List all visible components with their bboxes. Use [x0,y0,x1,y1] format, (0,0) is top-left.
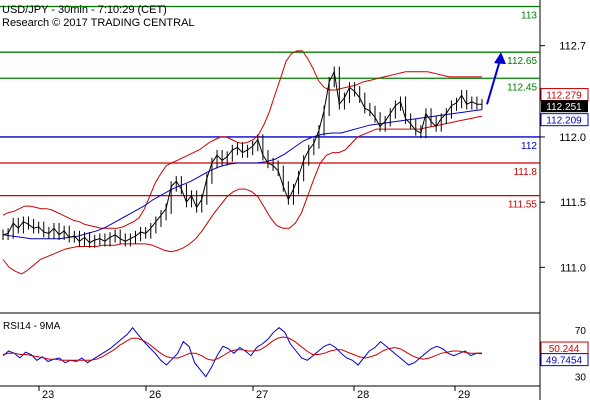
level-label-2: 112.45 [507,82,537,93]
y-tick-label-2: 112.0 [559,132,586,144]
price-series [2,66,483,248]
chart-subtitle: Research © 2017 TRADING CENTRAL [2,17,195,29]
tag-box-1 [541,100,588,113]
level-label-5: 111.55 [508,200,538,211]
level-label-4: 111.8 [513,167,537,178]
rsi-tag-label-1: 49.7454 [546,356,583,367]
ma-line [2,109,483,240]
plot-frame [0,0,541,400]
rsi-tag-label-0: 50.244 [549,344,580,355]
y-tick-label-1: 111.5 [560,197,586,209]
rsi-tag-box-1 [540,353,589,367]
forecast-arrow [486,52,506,105]
rsi-line [2,326,483,378]
x-tick-label-2: 27 [256,389,268,400]
tag-box-2 [540,113,589,127]
x-tick-label-0: 23 [42,389,54,400]
level-label-3: 112 [521,141,537,152]
level-label-1: 112.65 [507,56,537,67]
forecast-arrow-shaft [486,59,501,105]
y-tick-label-3: 112.7 [559,41,586,53]
x-tick-label-1: 26 [149,389,161,400]
bollinger-lower [2,115,483,275]
tag-label-2: 112.209 [546,116,582,127]
tag-label-1: 112.251 [546,102,582,113]
rsi-ma-line [2,336,483,361]
forecast-arrow-head [494,52,506,65]
chart-title: USD/JPY - 30min - 7:10:29 (CET) [2,4,167,16]
axes: 111.0 111.5 112.0 112.7 23 26 27 28 29 [38,41,586,400]
rsi-y-tick-1: 70 [575,326,587,337]
rsi-y-tick-0: 30 [575,373,587,384]
x-tick-label-4: 29 [458,389,470,400]
bollinger-upper [2,50,482,229]
y-tick-label-0: 111.0 [560,262,586,274]
key-levels: 113 112.65 112.45 112 111.8 111.55 [0,5,540,211]
rsi-title: RSI14 - 9MA [3,321,61,332]
level-label-0: 113 [521,11,537,22]
x-tick-label-3: 28 [357,389,369,400]
price-line [2,70,483,244]
moving-average [2,109,483,240]
chart-header: USD/JPY - 30min - 7:10:29 (CET) Research… [2,4,195,332]
tag-label-0: 112.279 [546,91,582,102]
